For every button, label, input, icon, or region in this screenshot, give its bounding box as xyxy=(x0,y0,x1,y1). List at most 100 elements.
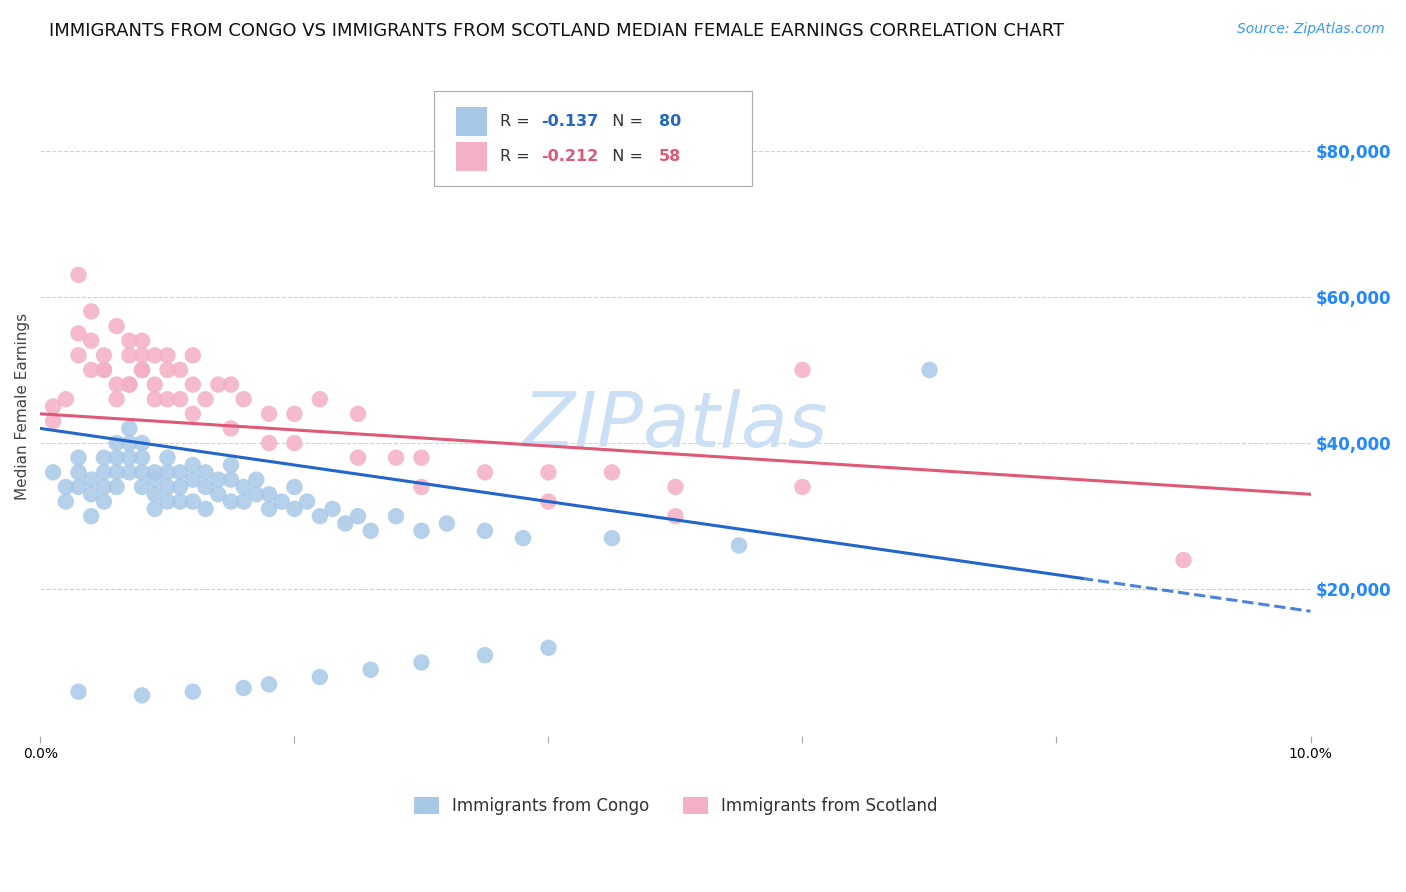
Point xyxy=(131,689,153,703)
Point xyxy=(156,348,179,362)
Text: 80: 80 xyxy=(659,114,681,129)
Point xyxy=(257,677,280,691)
Point xyxy=(283,407,305,421)
Point xyxy=(322,501,344,516)
Point xyxy=(105,436,128,450)
Point xyxy=(308,509,330,524)
Point xyxy=(257,407,280,421)
Point xyxy=(181,473,204,487)
Point xyxy=(512,531,534,545)
Point xyxy=(143,377,166,392)
Point xyxy=(93,363,115,377)
FancyBboxPatch shape xyxy=(434,91,752,186)
Point xyxy=(385,509,408,524)
Point xyxy=(156,480,179,494)
Legend: Immigrants from Congo, Immigrants from Scotland: Immigrants from Congo, Immigrants from S… xyxy=(406,790,943,822)
Point xyxy=(118,377,141,392)
Point xyxy=(67,450,90,465)
Point xyxy=(80,509,103,524)
Point xyxy=(194,501,217,516)
Point xyxy=(257,501,280,516)
Point xyxy=(67,268,90,282)
Text: -0.137: -0.137 xyxy=(541,114,598,129)
Point xyxy=(55,480,77,494)
Point xyxy=(67,466,90,480)
Point xyxy=(219,377,242,392)
Text: Source: ZipAtlas.com: Source: ZipAtlas.com xyxy=(1237,22,1385,37)
Y-axis label: Median Female Earnings: Median Female Earnings xyxy=(15,313,30,500)
Point xyxy=(194,392,217,407)
Point xyxy=(664,480,686,494)
Point xyxy=(118,466,141,480)
Point xyxy=(156,363,179,377)
Text: IMMIGRANTS FROM CONGO VS IMMIGRANTS FROM SCOTLAND MEDIAN FEMALE EARNINGS CORRELA: IMMIGRANTS FROM CONGO VS IMMIGRANTS FROM… xyxy=(49,22,1064,40)
Point xyxy=(207,473,229,487)
Point xyxy=(118,450,141,465)
Point xyxy=(918,363,941,377)
Point xyxy=(143,348,166,362)
Point xyxy=(181,684,204,698)
Point xyxy=(143,466,166,480)
Point xyxy=(169,392,191,407)
Point xyxy=(1173,553,1195,567)
Point xyxy=(411,450,433,465)
Point xyxy=(537,640,560,655)
Point xyxy=(207,377,229,392)
Point xyxy=(80,304,103,318)
Point xyxy=(118,377,141,392)
Point xyxy=(131,480,153,494)
Point xyxy=(308,392,330,407)
Point xyxy=(169,363,191,377)
Point xyxy=(181,377,204,392)
Point xyxy=(118,348,141,362)
Point xyxy=(600,531,623,545)
Point xyxy=(67,480,90,494)
Point xyxy=(283,501,305,516)
Point xyxy=(474,466,496,480)
Point xyxy=(143,392,166,407)
Point xyxy=(474,648,496,662)
Point xyxy=(93,480,115,494)
Point xyxy=(347,509,370,524)
Point xyxy=(537,466,560,480)
Point xyxy=(131,348,153,362)
FancyBboxPatch shape xyxy=(456,142,488,171)
Text: R =: R = xyxy=(501,149,536,164)
Point xyxy=(600,466,623,480)
Point xyxy=(118,421,141,435)
Point xyxy=(257,487,280,501)
Text: -0.212: -0.212 xyxy=(541,149,598,164)
Point xyxy=(131,436,153,450)
Point xyxy=(143,473,166,487)
Point xyxy=(105,480,128,494)
Point xyxy=(80,363,103,377)
Point xyxy=(143,501,166,516)
Point xyxy=(219,494,242,508)
Point xyxy=(55,392,77,407)
Point xyxy=(42,466,65,480)
Point xyxy=(385,450,408,465)
Point xyxy=(42,414,65,428)
Point xyxy=(105,319,128,334)
Point xyxy=(156,494,179,508)
Point xyxy=(93,363,115,377)
Point xyxy=(118,334,141,348)
Point xyxy=(169,494,191,508)
Point xyxy=(295,494,318,508)
Point xyxy=(67,348,90,362)
Point xyxy=(80,334,103,348)
Point xyxy=(131,363,153,377)
Point xyxy=(537,494,560,508)
Point xyxy=(105,450,128,465)
Point xyxy=(257,436,280,450)
Point xyxy=(131,363,153,377)
Point xyxy=(131,334,153,348)
Point xyxy=(232,681,254,695)
Point xyxy=(67,326,90,341)
Point xyxy=(67,684,90,698)
Point xyxy=(207,487,229,501)
Point xyxy=(194,480,217,494)
Point xyxy=(411,524,433,538)
Point xyxy=(219,458,242,472)
Point xyxy=(335,516,357,531)
